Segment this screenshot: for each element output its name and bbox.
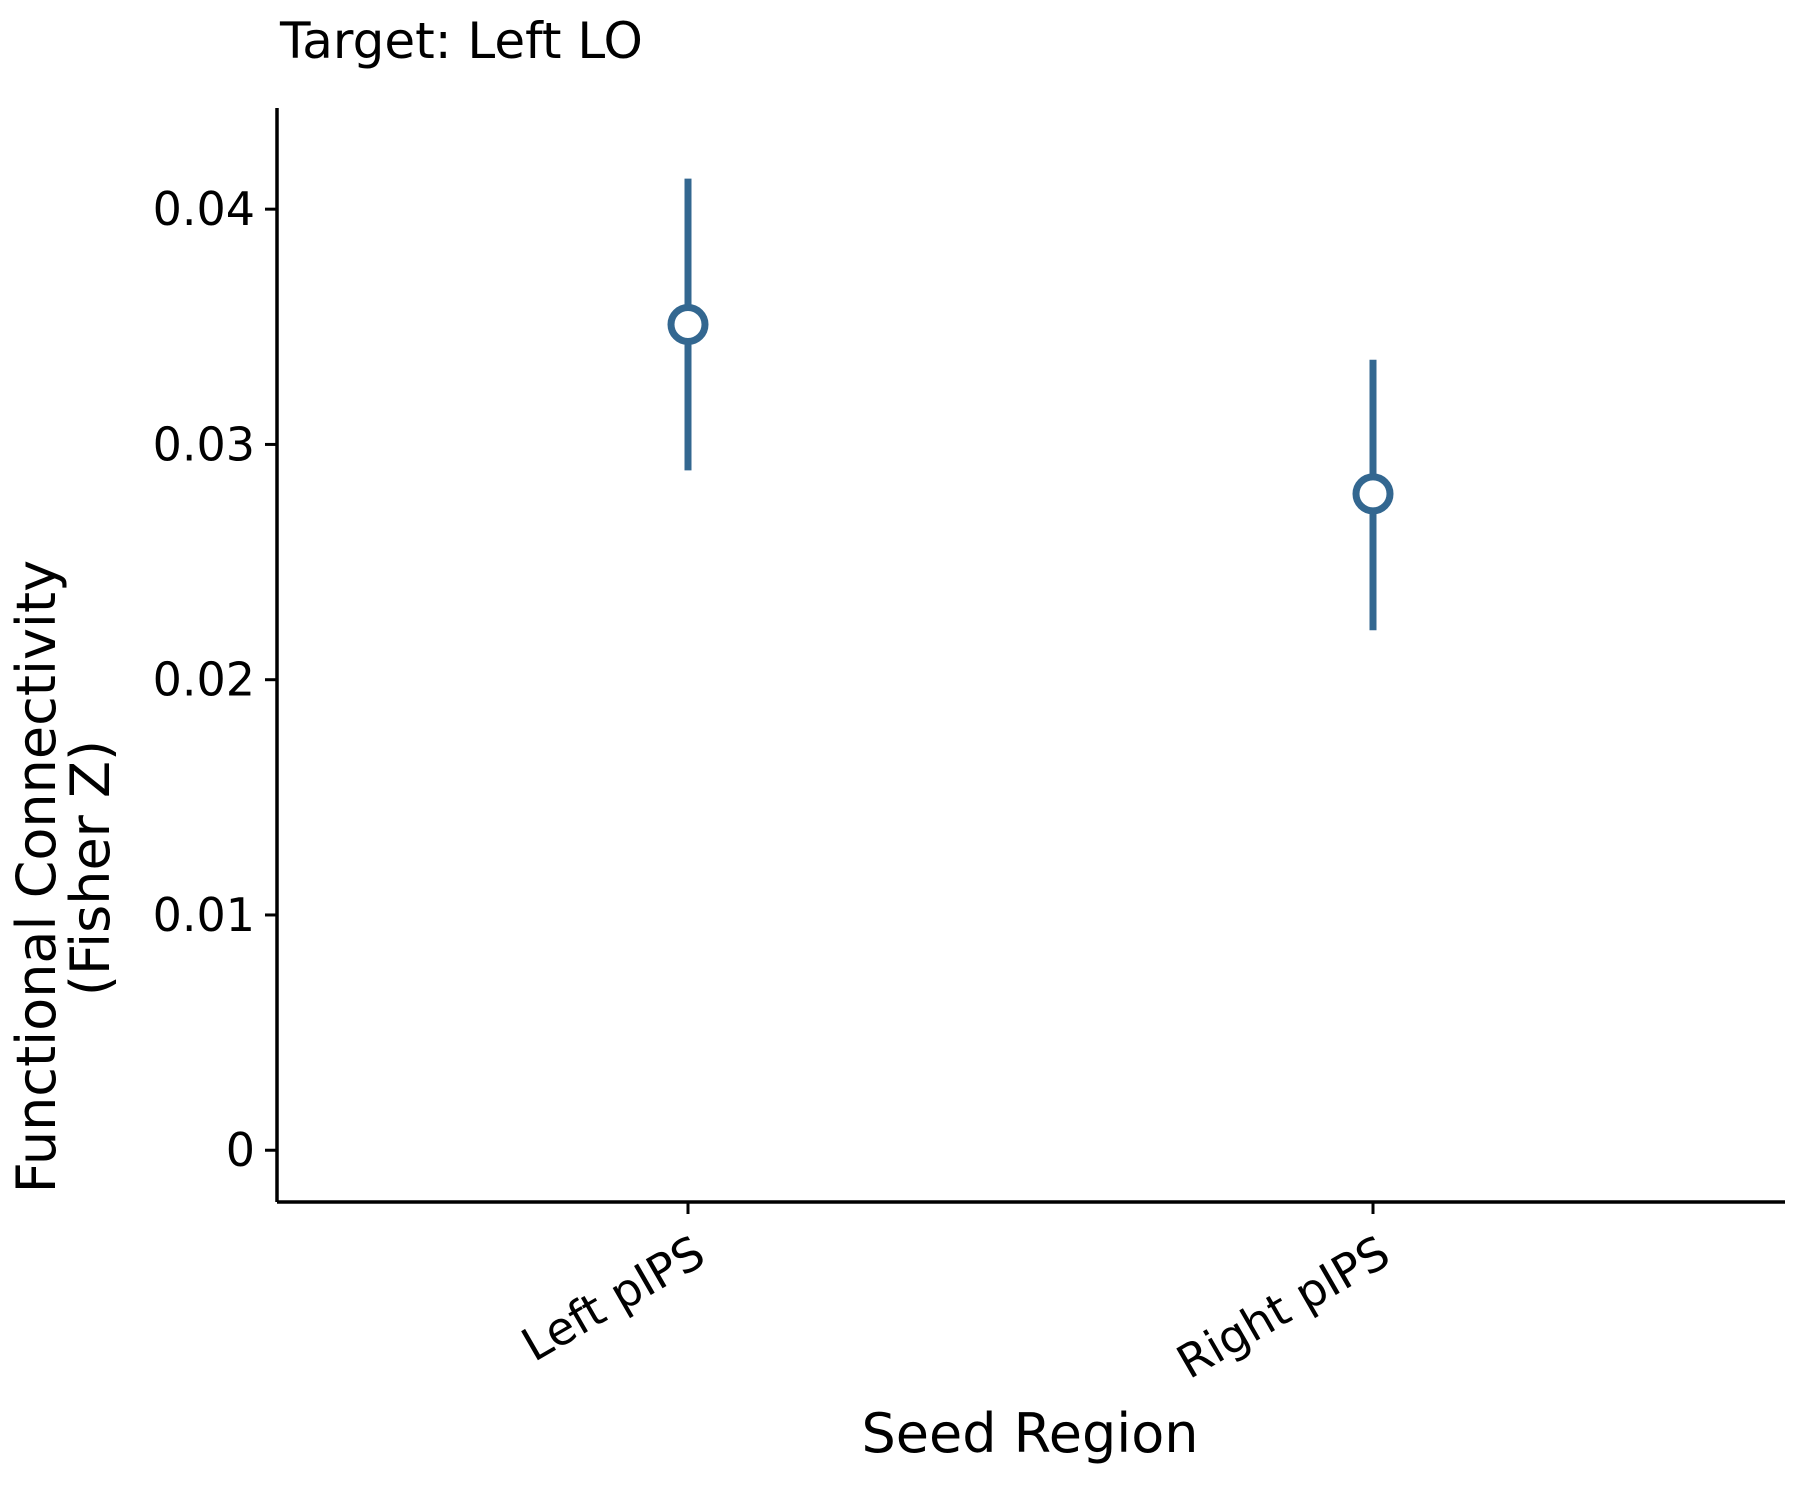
y-axis-title-line-2: (Fisher Z) xyxy=(59,740,122,996)
y-tick-label: 0.02 xyxy=(153,653,255,707)
data-point xyxy=(1352,473,1394,515)
x-tick-label: Left pIPS xyxy=(513,1225,714,1372)
x-tick-label: Right pIPS xyxy=(1168,1225,1399,1389)
x-axis-title: Seed Region xyxy=(861,1402,1198,1465)
y-axis-title: Functional Connectivity (Fisher Z) xyxy=(5,543,122,1194)
y-tick-label: 0.04 xyxy=(153,182,255,236)
y-tick-label: 0.01 xyxy=(153,888,255,942)
chart-title: Target: Left LO xyxy=(279,12,643,70)
y-axis-title-line-1: Functional Connectivity xyxy=(5,560,68,1193)
axes: 0 0.01 0.02 0.03 0.04 Left pIPS Right pIPS xyxy=(153,108,1785,1389)
y-tick-label: 0.03 xyxy=(153,417,255,471)
data-marks xyxy=(667,178,1394,631)
y-tick-label: 0 xyxy=(226,1123,255,1177)
data-point xyxy=(667,303,709,345)
